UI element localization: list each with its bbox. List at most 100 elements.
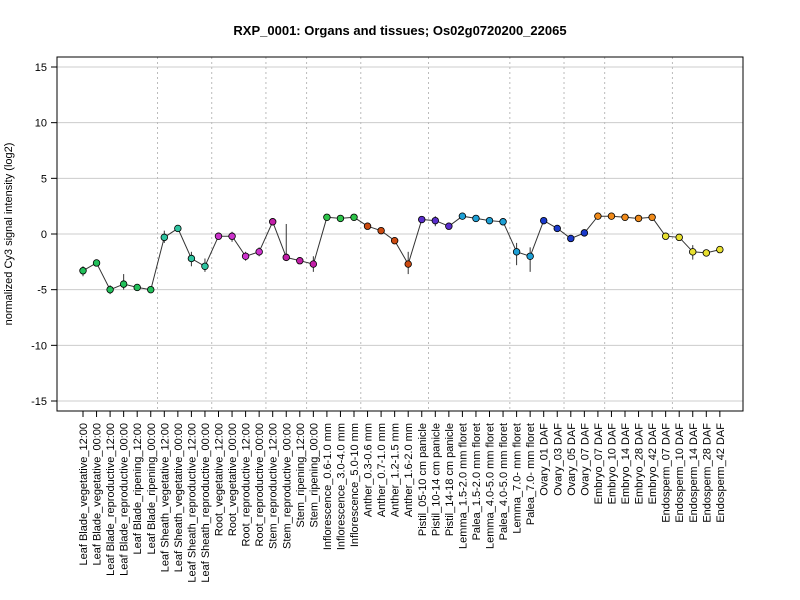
- data-point: [567, 234, 575, 243]
- data-points: [79, 212, 724, 294]
- data-point: [580, 229, 589, 237]
- data-point: [607, 212, 616, 220]
- x-axis: Leaf Blade_vegetative_12:00 Leaf Blade_ve…: [78, 411, 727, 583]
- x-tick-label: Embryo_14 DAF: [620, 423, 632, 505]
- x-tick-label: Leaf Sheath_reproductive_00:00: [200, 423, 212, 583]
- x-tick-label: Root_reproductive_00:00: [254, 423, 266, 547]
- x-tick-label: Lemma_7.0- mm floret: [512, 423, 524, 534]
- data-point: [350, 213, 358, 221]
- x-tick-label: Endosperm_14 DAF: [688, 423, 700, 523]
- data-point: [201, 262, 209, 270]
- data-point: [553, 224, 561, 233]
- x-tick-label: Leaf Sheath_vegetative_12:00: [159, 423, 171, 572]
- data-point: [377, 226, 385, 235]
- x-tick-label: Palea_4.0-5.0 mm floret: [498, 423, 510, 540]
- data-point: [512, 248, 521, 256]
- x-tick-label: Root_reproductive_12:00: [241, 423, 253, 547]
- data-point: [418, 215, 426, 224]
- data-point: [716, 245, 724, 254]
- data-point: [648, 213, 656, 221]
- x-tick-label: Endosperm_10 DAF: [674, 423, 686, 523]
- data-point: [594, 212, 602, 220]
- data-point: [526, 252, 534, 260]
- x-tick-label: Leaf Sheath_vegetative_00:00: [173, 423, 185, 572]
- data-point: [540, 216, 548, 225]
- x-tick-label: Lemma_1.5-2.0 mm floret: [457, 423, 469, 549]
- data-point: [404, 260, 412, 268]
- x-tick-label: Inflorescence_3.0-4.0 mm: [335, 423, 347, 550]
- x-tick-label: Lemma_4.0-5.0 mm floret: [485, 423, 497, 549]
- x-tick-label: Stem_ripening_00:00: [308, 423, 320, 528]
- x-tick-label: Inflorescence_5.0-10 mm: [349, 423, 361, 547]
- x-tick-label: Pistil_05-10 cm panicle: [417, 423, 429, 536]
- data-point: [241, 252, 250, 260]
- data-point: [255, 248, 263, 256]
- data-point: [445, 222, 453, 230]
- grid: [57, 66, 743, 402]
- data-point: [702, 249, 710, 257]
- x-tick-label: Leaf Blade_vegetative_00:00: [92, 423, 104, 566]
- data-point: [390, 236, 399, 245]
- x-tick-label: Leaf Blade_vegetative_12:00: [78, 423, 90, 566]
- data-point: [133, 283, 141, 292]
- x-tick-label: Embryo_42 DAF: [647, 423, 659, 505]
- x-tick-label: Anther_0.3-0.6 mm: [363, 423, 375, 517]
- x-tick-label: Embryo_28 DAF: [634, 423, 646, 505]
- x-tick-label: Root_vegetative_00:00: [227, 423, 239, 536]
- data-point: [458, 212, 467, 220]
- x-tick-label: Stem_ripening_12:00: [295, 423, 307, 528]
- data-point: [214, 232, 223, 240]
- data-point: [309, 260, 318, 268]
- x-tick-label: Endosperm_42 DAF: [715, 423, 727, 523]
- x-tick-label: Stem_reproductive_00:00: [281, 423, 293, 549]
- data-point: [92, 259, 101, 267]
- data-point: [689, 248, 697, 256]
- x-tick-label: Endosperm_07 DAF: [661, 423, 673, 523]
- x-tick-label: Embryo_07 DAF: [593, 423, 605, 505]
- data-point: [485, 216, 494, 225]
- x-tick-label: Leaf Blade_reproductive_00:00: [119, 423, 131, 576]
- data-point: [363, 222, 372, 230]
- x-tick-label: Pistil_10-14 cm panicle: [430, 423, 442, 536]
- group-separators: [157, 57, 673, 411]
- data-point: [634, 214, 643, 223]
- data-point: [323, 213, 331, 221]
- x-tick-label: Ovary_05 DAF: [566, 423, 578, 496]
- data-point: [228, 232, 236, 240]
- x-tick-label: Anther_1.2-1.5 mm: [390, 423, 402, 517]
- data-point: [269, 218, 277, 226]
- x-tick-label: Endosperm_28 DAF: [701, 423, 713, 523]
- data-point: [79, 267, 87, 275]
- data-point: [147, 285, 155, 294]
- y-axis: -15 -10 -5 0 5 10 15: [31, 62, 57, 408]
- data-point: [187, 254, 196, 263]
- x-tick-label: Leaf Blade_ripening_12:00: [132, 423, 144, 555]
- chart-title: RXP_0001: Organs and tissues; Os02g07202…: [233, 23, 566, 38]
- x-tick-label: Pistil_14-18 cm panicle: [444, 423, 456, 536]
- data-point: [296, 257, 304, 265]
- x-tick-label: Stem_reproductive_12:00: [268, 423, 280, 549]
- data-point: [106, 285, 114, 294]
- y-tick-label: -15: [31, 396, 47, 408]
- x-tick-label: Leaf Sheath_reproductive_12:00: [186, 423, 198, 583]
- data-point: [431, 216, 439, 225]
- y-tick-label: -5: [37, 285, 47, 297]
- x-tick-label: Anther_1.6-2.0 mm: [403, 423, 415, 517]
- y-axis-label: normalized Cy3 signal intensity (log2): [3, 143, 15, 326]
- data-point: [174, 224, 182, 233]
- x-tick-label: Ovary_03 DAF: [552, 423, 564, 496]
- y-tick-label: 15: [35, 62, 47, 74]
- x-tick-label: Inflorescence_0.6-1.0 mm: [322, 423, 334, 550]
- x-tick-label: Palea_1.5-2.0 mm floret: [471, 423, 483, 540]
- x-tick-label: Anther_0.7-1.0 mm: [376, 423, 388, 517]
- x-tick-label: Ovary_01 DAF: [539, 423, 551, 496]
- data-point: [160, 233, 168, 242]
- data-point: [621, 213, 629, 221]
- data-point: [472, 214, 480, 223]
- y-tick-label: 0: [41, 229, 47, 241]
- data-point: [675, 233, 683, 242]
- data-point: [499, 218, 507, 226]
- data-point: [336, 214, 345, 223]
- data-point: [282, 253, 290, 262]
